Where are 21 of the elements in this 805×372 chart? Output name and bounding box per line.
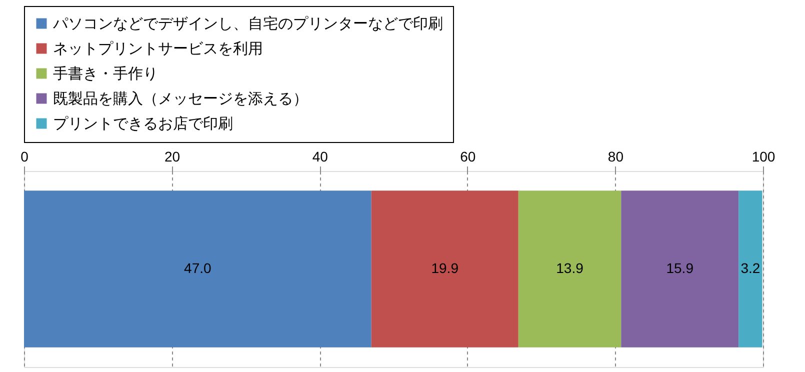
bar <box>371 190 518 348</box>
data-label: 3.2 <box>740 260 760 276</box>
x-tick-label: 100 <box>752 148 776 164</box>
bar <box>738 190 762 348</box>
data-label: 15.9 <box>666 260 694 276</box>
x-tick-label: 80 <box>608 148 624 164</box>
data-label: 19.9 <box>431 260 459 276</box>
data-label: 47.0 <box>184 260 212 276</box>
x-tick-label: 0 <box>20 148 29 164</box>
legend-label: パソコンなどでデザインし、自宅のプリンターなどで印刷 <box>52 16 443 32</box>
legend-label: 既製品を購入（メッセージを添える） <box>53 90 308 108</box>
x-tick-label: 40 <box>312 148 328 164</box>
data-label: 13.9 <box>556 260 584 276</box>
x-tick-label: 60 <box>460 148 476 164</box>
legend-label: プリントできるお店で印刷 <box>53 116 233 132</box>
legend-label: 手書き・手作り <box>53 66 158 82</box>
x-tick-label: 20 <box>164 148 180 164</box>
bar <box>24 190 372 348</box>
bar <box>518 190 622 348</box>
legend-label: ネットプリントサービスを利用 <box>53 40 263 58</box>
bar <box>621 190 739 348</box>
